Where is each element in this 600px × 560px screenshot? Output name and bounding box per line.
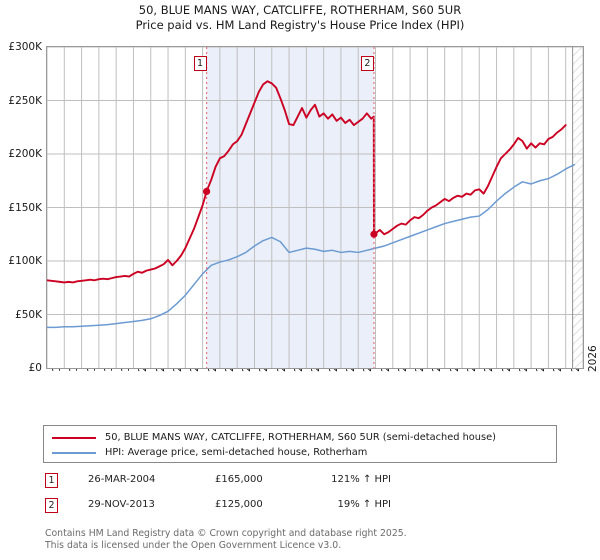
copyright-footer: Contains HM Land Registry data © Crown c…	[45, 528, 585, 551]
title-line-1: 50, BLUE MANS WAY, CATCLIFFE, ROTHERHAM,…	[138, 3, 462, 17]
transaction-date-1: 26-MAR-2004	[88, 474, 156, 485]
marker-flag-1[interactable]: 1	[193, 56, 207, 71]
transaction-hpi-2: 19% ↑ HPI	[337, 499, 391, 510]
table-row[interactable]: 2 29-NOV-2013 £125,000 19% ↑ HPI	[43, 497, 563, 522]
transaction-price-2: £125,000	[215, 499, 263, 510]
chart-canvas	[47, 47, 583, 368]
y-tick-label: £100K	[8, 255, 42, 267]
chart-legend: 50, BLUE MANS WAY, CATCLIFFE, ROTHERHAM,…	[43, 425, 557, 463]
transaction-index-2: 2	[45, 498, 58, 513]
transaction-price-1: £165,000	[215, 474, 263, 485]
y-tick-label: £0	[28, 362, 42, 374]
transaction-index-1: 1	[45, 473, 58, 488]
y-tick-label: £150K	[8, 201, 42, 214]
y-tick-label: £50K	[15, 308, 42, 321]
y-tick-label: £250K	[8, 94, 42, 107]
legend-swatch-property	[52, 436, 96, 439]
legend-item-hpi[interactable]: HPI: Average price, semi-detached house,…	[44, 445, 556, 460]
y-tick-label: £300K	[8, 41, 42, 53]
legend-label-property: 50, BLUE MANS WAY, CATCLIFFE, ROTHERHAM,…	[105, 432, 496, 443]
transaction-hpi-1: 121% ↑ HPI	[331, 474, 391, 485]
page-title: 50, BLUE MANS WAY, CATCLIFFE, ROTHERHAM,…	[0, 3, 600, 33]
transaction-table: 1 26-MAR-2004 £165,000 121% ↑ HPI 2 29-N…	[43, 472, 563, 522]
y-axis: £0 £50K £100K £150K £200K £250K £300K	[0, 0, 44, 560]
table-row[interactable]: 1 26-MAR-2004 £165,000 121% ↑ HPI	[43, 472, 563, 497]
title-line-2: Price paid vs. HM Land Registry's House …	[135, 18, 465, 32]
legend-label-hpi: HPI: Average price, semi-detached house,…	[105, 447, 368, 458]
y-tick-label: £200K	[8, 148, 42, 160]
plot-area[interactable]	[46, 46, 584, 369]
legend-swatch-hpi	[52, 451, 96, 454]
legend-item-property[interactable]: 50, BLUE MANS WAY, CATCLIFFE, ROTHERHAM,…	[44, 430, 556, 445]
footer-line-1: Contains HM Land Registry data © Crown c…	[45, 528, 407, 539]
marker-flag-2[interactable]: 2	[360, 56, 374, 71]
x-tick-label: 2026	[587, 345, 599, 372]
transaction-date-2: 29-NOV-2013	[88, 499, 155, 510]
footer-line-2: This data is licensed under the Open Gov…	[45, 539, 342, 551]
